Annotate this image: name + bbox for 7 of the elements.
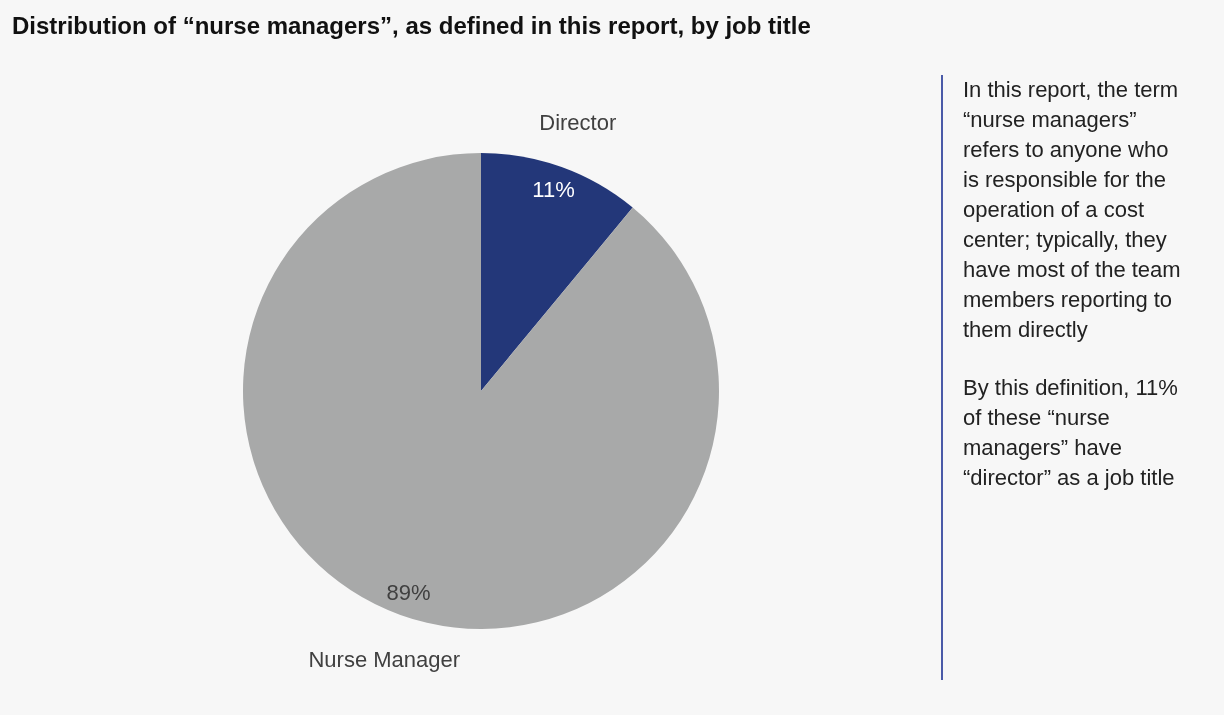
slice-label: Nurse Manager — [308, 647, 461, 673]
text: In this report, the term “nurse managers” refers to anyone who is responsible for the operation of a cost center; typically, they have most of the team members reporting to them directly — [963, 77, 1181, 342]
data-label: 89% — [386, 580, 431, 606]
slice-label: Director — [539, 109, 617, 135]
chart-title: Distribution of “nurse managers”, as defined in this report, by job title — [12, 12, 811, 40]
text: By this definition, 11% of these “nurse managers” have “director” as a job title — [963, 374, 1179, 492]
data-label: 11% — [532, 176, 575, 202]
